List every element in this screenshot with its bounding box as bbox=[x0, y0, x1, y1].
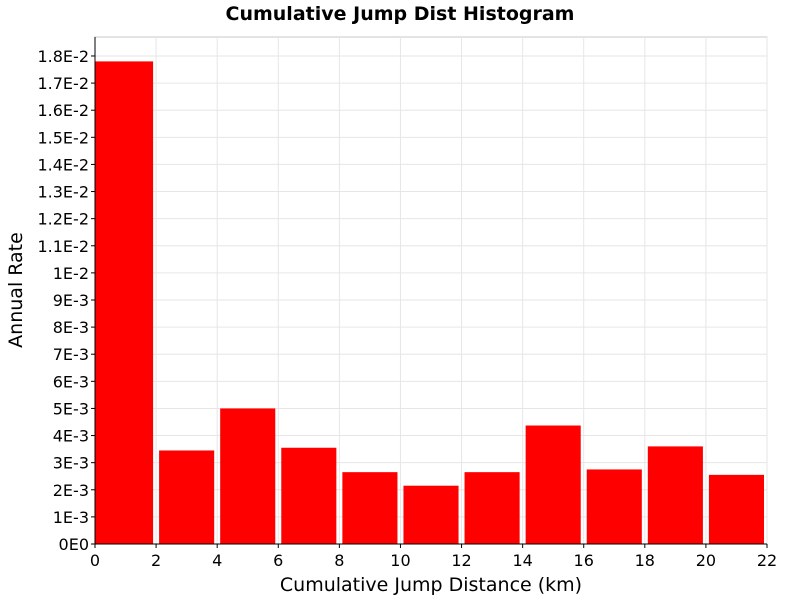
y-tick-label: 8E-3 bbox=[53, 318, 89, 337]
y-tick-label: 5E-3 bbox=[53, 399, 89, 418]
y-tick-label: 1.3E-2 bbox=[37, 183, 89, 202]
histogram-bar bbox=[525, 425, 581, 544]
chart-title: Cumulative Jump Dist Histogram bbox=[226, 3, 575, 25]
x-axis-label: Cumulative Jump Distance (km) bbox=[280, 574, 582, 596]
y-tick-label: 1.8E-2 bbox=[37, 47, 89, 66]
histogram-bar bbox=[464, 472, 520, 544]
y-tick-label: 2E-3 bbox=[53, 481, 89, 500]
y-tick-label: 1.4E-2 bbox=[37, 155, 89, 174]
y-axis-label: Annual Rate bbox=[5, 232, 27, 348]
y-tick-label: 1E-3 bbox=[53, 508, 89, 527]
histogram-bar bbox=[708, 474, 764, 544]
x-tick-label: 6 bbox=[273, 551, 283, 570]
x-tick-label: 8 bbox=[334, 551, 344, 570]
y-tick-label: 0E0 bbox=[59, 535, 89, 554]
y-tick-label: 1E-2 bbox=[53, 264, 89, 283]
y-tick-label: 9E-3 bbox=[53, 291, 89, 310]
x-tick-label: 0 bbox=[90, 551, 100, 570]
x-tick-label: 12 bbox=[451, 551, 471, 570]
histogram-bar bbox=[95, 61, 154, 545]
x-tick-label: 18 bbox=[635, 551, 655, 570]
y-tick-label: 6E-3 bbox=[53, 372, 89, 391]
histogram-bar bbox=[647, 446, 703, 544]
x-tick-label: 16 bbox=[574, 551, 594, 570]
y-tick-label: 4E-3 bbox=[53, 427, 89, 446]
y-tick-label: 1.5E-2 bbox=[37, 128, 89, 147]
y-tick-label: 3E-3 bbox=[53, 454, 89, 473]
y-tick-label: 1.1E-2 bbox=[37, 237, 89, 256]
bars bbox=[95, 61, 764, 545]
x-tick-label: 20 bbox=[696, 551, 716, 570]
y-tick-label: 1.2E-2 bbox=[37, 210, 89, 229]
histogram-bar bbox=[342, 472, 398, 544]
histogram-bar bbox=[281, 447, 337, 544]
x-tick-label: 22 bbox=[757, 551, 777, 570]
histogram-bar bbox=[159, 450, 215, 544]
x-tick-label: 10 bbox=[390, 551, 410, 570]
histogram-bar bbox=[403, 485, 459, 544]
histogram-bar bbox=[586, 469, 642, 544]
x-tick-label: 14 bbox=[512, 551, 532, 570]
y-tick-label: 1.6E-2 bbox=[37, 101, 89, 120]
axes bbox=[91, 37, 768, 548]
histogram-bar bbox=[220, 408, 276, 544]
x-tick-label: 2 bbox=[151, 551, 161, 570]
tick-labels: 0E0 1E-3 2E-3 3E-3 4E-3 5E-3 6E-3 7E-3 8E-3 9E-3 1… bbox=[37, 47, 777, 570]
x-tick-label: 4 bbox=[212, 551, 222, 570]
y-tick-label: 7E-3 bbox=[53, 345, 89, 364]
y-tick-label: 1.7E-2 bbox=[37, 74, 89, 93]
